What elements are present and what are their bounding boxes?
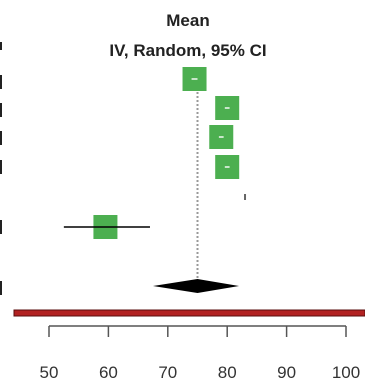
- x-tick-label: 90: [277, 363, 296, 382]
- x-tick-label: 60: [99, 363, 118, 382]
- chart-subtitle: IV, Random, 95% CI: [109, 41, 266, 60]
- chart-title: Mean: [166, 11, 209, 30]
- pooled-diamond: [152, 279, 240, 293]
- study-markers: [63, 67, 247, 239]
- x-tick-label: 70: [158, 363, 177, 382]
- separator-bar: [13, 309, 365, 317]
- x-tick-label: 50: [40, 363, 59, 382]
- x-tick-label: 80: [218, 363, 237, 382]
- x-axis: 50 60 70 80 90 100: [40, 325, 360, 382]
- cropped-left-edge-marks: [0, 42, 2, 295]
- study-tick: [244, 194, 247, 200]
- x-tick-label: 100: [332, 363, 360, 382]
